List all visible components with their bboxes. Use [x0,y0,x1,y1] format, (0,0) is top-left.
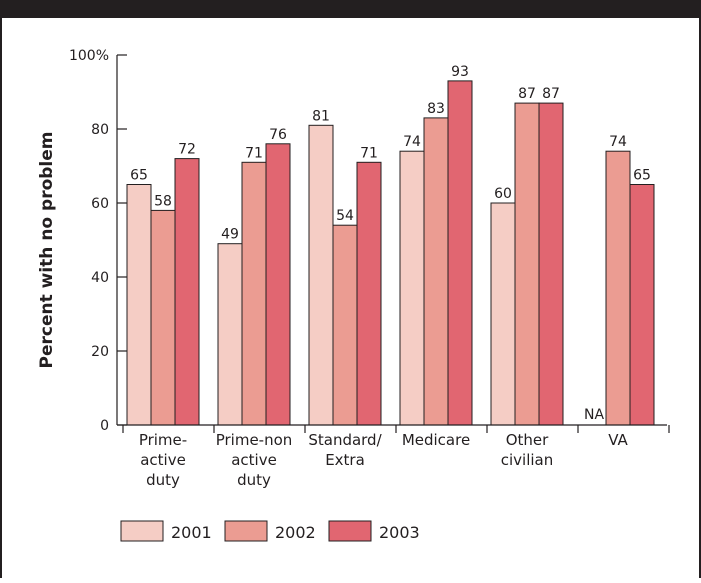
bar-2001-cat-2 [217,243,243,426]
bar-2003-cat-3 [356,161,382,426]
y-tick-label-80: 80 [91,122,109,138]
category-label-line: duty [146,471,180,489]
data-label-2003-cat-3: 71 [360,145,378,161]
category-label-3: Standard/Extra [308,431,382,469]
data-label-2001-cat-6: NA [584,407,604,423]
data-label-2001-cat-4: 74 [403,134,421,150]
category-label-line: civilian [501,451,554,469]
bar-2001-cat-1 [126,184,152,426]
category-label-4: Medicare [402,431,470,449]
y-tick-label-20: 20 [91,344,109,360]
category-label-line: Prime-non [216,431,293,449]
bar-2001-cat-5 [490,202,516,426]
bar-2003-cat-6 [629,184,655,426]
data-label-2003-cat-2: 76 [269,127,287,143]
data-label-2002-cat-1: 58 [154,193,172,209]
legend: 2001 2002 2003 [120,520,420,542]
category-label-line: active [140,451,186,469]
y-axis-label: Percent with no problem [37,132,57,369]
legend-swatch-2002 [224,520,268,542]
bar-2003-cat-4 [447,80,473,426]
bar-2002-cat-5 [514,102,540,426]
bar-2003-cat-1 [174,158,200,426]
category-label-line: Medicare [402,431,470,449]
category-label-line: Extra [325,451,365,469]
data-label-2002-cat-6: 74 [609,134,627,150]
data-label-2001-cat-2: 49 [221,227,239,243]
category-label-line: Standard/ [308,431,382,449]
legend-swatch-2003 [328,520,372,542]
y-tick-label-100: 100% [69,48,109,64]
category-label-6: VA [608,431,628,449]
data-label-2003-cat-1: 72 [178,142,196,158]
bars-layer [126,80,655,426]
category-label-line: Prime- [139,431,187,449]
axes-layer [116,54,670,433]
legend-swatch-2001 [120,520,164,542]
category-label-line: duty [237,471,271,489]
data-label-2002-cat-5: 87 [518,86,536,102]
data-label-2001-cat-5: 60 [494,186,512,202]
bar-2002-cat-1 [150,209,176,426]
data-label-2001-cat-3: 81 [312,108,330,124]
legend-label-2001: 2001 [171,523,212,542]
data-label-2003-cat-5: 87 [542,86,560,102]
bar-2002-cat-6 [605,150,631,426]
data-label-2002-cat-4: 83 [427,101,445,117]
y-tick-label-60: 60 [91,196,109,212]
category-label-line: VA [608,431,628,449]
data-label-2002-cat-3: 54 [336,208,354,224]
category-label-2: Prime-non active duty [216,431,293,489]
legend-label-2003: 2003 [379,523,420,542]
header-bar [2,0,701,18]
y-tick-label-0: 0 [100,418,109,434]
category-label-line: Other [506,431,549,449]
bar-2002-cat-4 [423,117,449,426]
category-label-line: active [231,451,277,469]
category-label-1: Prime-active duty [139,431,187,489]
bar-2001-cat-3 [308,124,334,426]
y-tick-label-40: 40 [91,270,109,286]
legend-label-2002: 2002 [275,523,316,542]
bar-2003-cat-5 [538,102,564,426]
bar-2003-cat-2 [265,143,291,426]
category-label-5: Other civilian [501,431,554,469]
data-label-2003-cat-4: 93 [451,64,469,80]
data-label-2003-cat-6: 65 [633,168,651,184]
text-layer: 65 49 81 74 60 NA 58 71 54 83 87 74 72 76 71 93 87 65 0 20 4… [37,48,651,489]
bar-2002-cat-3 [332,224,358,426]
bar-2002-cat-2 [241,161,267,426]
data-label-2002-cat-2: 71 [245,145,263,161]
data-label-2001-cat-1: 65 [130,168,148,184]
bar-2001-cat-4 [399,150,425,426]
